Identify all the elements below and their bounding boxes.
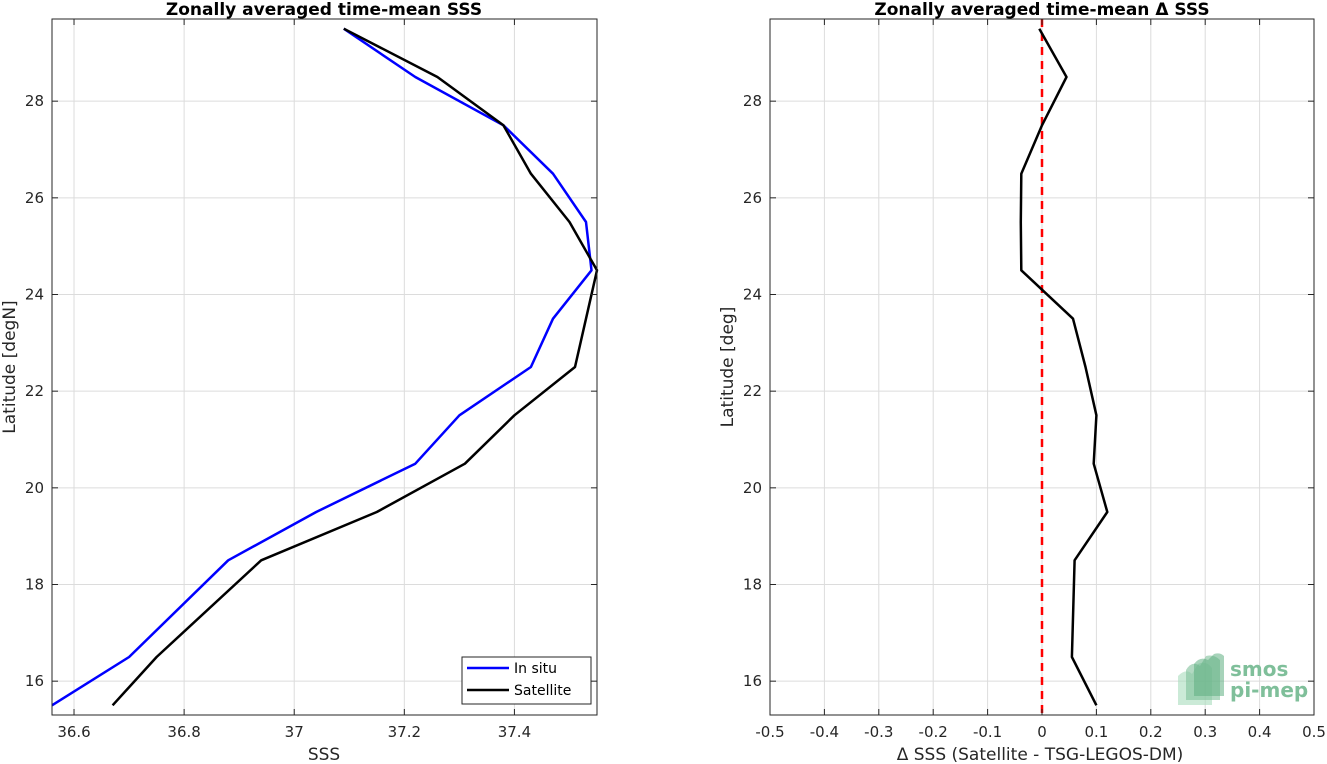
x-tick-label: 36.8 xyxy=(167,723,200,741)
right-series-group xyxy=(1019,19,1109,715)
x-tick-label: 37.2 xyxy=(388,723,421,741)
x-tick-label: -0.4 xyxy=(810,723,839,741)
logo-waves-icon xyxy=(1178,653,1224,705)
x-tick-label: 37.4 xyxy=(498,723,531,741)
left-panel: Zonally averaged time-mean SSS 36.6 36.8 3… xyxy=(0,0,599,764)
x-tick-label: -0.2 xyxy=(919,723,948,741)
right-ticks: -0.5 -0.4 -0.3 -0.2 -0.1 0 0.1 0.2 0.3 0.4 0.5 16 18… xyxy=(743,19,1326,741)
left-ticks: 36.6 36.8 37 37.2 37.4 16 18 20 22 24 26 28 xyxy=(25,19,597,741)
x-tick-label: 0.3 xyxy=(1193,723,1217,741)
right-panel: Zonally averaged time-mean Δ SSS -0.5 -0.… xyxy=(718,0,1326,764)
right-chart-title: Zonally averaged time-mean Δ SSS xyxy=(874,0,1209,20)
legend-label-in-situ: In situ xyxy=(514,661,557,677)
legend-label-satellite: Satellite xyxy=(514,683,571,699)
x-tick-label: 0 xyxy=(1037,723,1047,741)
y-tick-label: 20 xyxy=(25,479,44,497)
x-tick-label: 0.5 xyxy=(1302,723,1326,741)
y-tick-label: 22 xyxy=(743,382,762,400)
satellite-series-line xyxy=(111,27,599,707)
right-y-axis-label: Latitude [deg] xyxy=(718,307,738,428)
left-x-axis-label: SSS xyxy=(308,745,340,764)
delta-sss-series-line xyxy=(1019,28,1109,706)
left-series-group xyxy=(51,27,599,707)
y-tick-label: 22 xyxy=(25,382,44,400)
x-tick-label: -0.5 xyxy=(755,723,784,741)
logo-text-pi-mep: pi-mep xyxy=(1230,678,1308,702)
left-y-axis-label: Latitude [degN] xyxy=(0,300,20,433)
legend-box xyxy=(461,656,592,705)
left-chart-title: Zonally averaged time-mean SSS xyxy=(166,0,482,20)
left-axes-box xyxy=(51,18,598,716)
y-tick-label: 16 xyxy=(743,672,762,690)
y-tick-label: 18 xyxy=(25,576,44,594)
y-tick-label: 26 xyxy=(743,189,762,207)
left-grid xyxy=(52,19,597,715)
logo-text-smos: smos xyxy=(1230,657,1288,681)
y-tick-label: 24 xyxy=(25,286,44,304)
x-tick-label: 36.6 xyxy=(57,723,90,741)
x-tick-label: 0.2 xyxy=(1139,723,1163,741)
y-tick-label: 18 xyxy=(743,576,762,594)
y-tick-label: 16 xyxy=(25,672,44,690)
x-tick-label: 0.1 xyxy=(1084,723,1108,741)
x-tick-label: -0.3 xyxy=(864,723,893,741)
y-tick-label: 24 xyxy=(743,286,762,304)
y-tick-label: 20 xyxy=(743,479,762,497)
smos-pi-mep-logo: smos pi-mep xyxy=(1178,653,1308,705)
in-situ-series-line xyxy=(51,27,593,707)
right-x-axis-label: Δ SSS (Satellite - TSG-LEGOS-DM) xyxy=(897,745,1184,764)
y-tick-label: 28 xyxy=(743,92,762,110)
x-tick-label: -0.1 xyxy=(973,723,1002,741)
x-tick-label: 0.4 xyxy=(1248,723,1272,741)
y-tick-label: 28 xyxy=(25,92,44,110)
legend: In situ Satellite xyxy=(461,656,592,705)
y-tick-label: 26 xyxy=(25,189,44,207)
x-tick-label: 37 xyxy=(285,723,304,741)
